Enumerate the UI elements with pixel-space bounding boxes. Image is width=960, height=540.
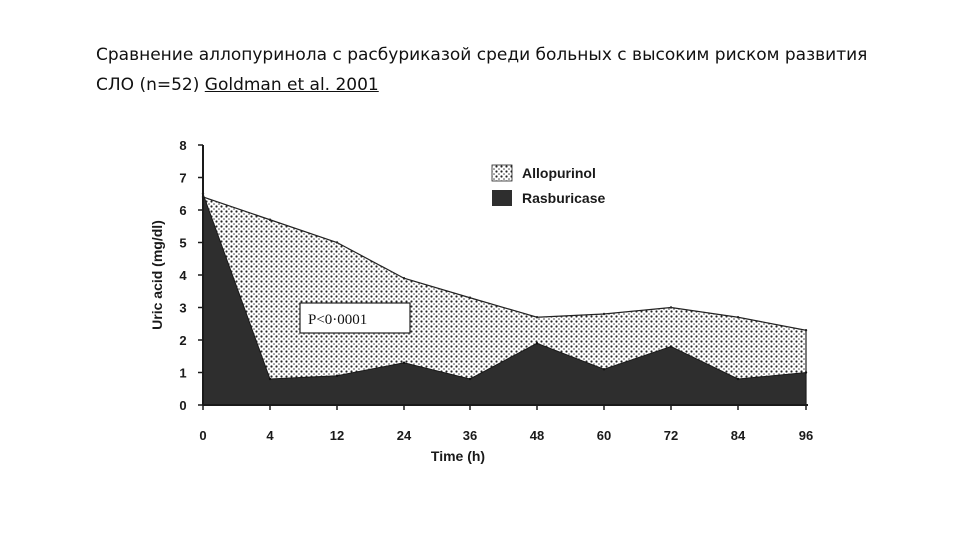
y-axis-label: Uric acid (mg/dl) bbox=[149, 220, 165, 330]
legend: Allopurinol Rasburicase bbox=[491, 164, 605, 206]
p-value-box bbox=[299, 302, 411, 334]
legend-label-rasburicase: Rasburicase bbox=[522, 190, 605, 206]
point-rasburicase bbox=[535, 342, 539, 345]
y-tick-label: 4 bbox=[179, 268, 187, 283]
y-tick-label: 8 bbox=[179, 138, 186, 153]
point-allopurinol bbox=[535, 316, 539, 319]
p-value-annotation: P<0·0001 bbox=[299, 302, 411, 334]
point-allopurinol bbox=[468, 296, 472, 299]
x-tick-label: 24 bbox=[397, 428, 412, 443]
y-tick-label: 6 bbox=[179, 203, 186, 218]
y-tick-label: 0 bbox=[179, 398, 186, 413]
y-tick-label: 2 bbox=[179, 333, 186, 348]
y-tick-label: 5 bbox=[179, 236, 186, 251]
legend-swatch-rasburicase bbox=[492, 190, 512, 206]
point-rasburicase bbox=[804, 371, 808, 374]
area-rasburicase bbox=[202, 174, 807, 406]
slide-title-text: Сравнение аллопуринола с расбуриказой ср… bbox=[96, 45, 868, 95]
x-axis-label: Time (h) bbox=[431, 448, 485, 464]
point-allopurinol bbox=[736, 316, 740, 319]
point-allopurinol bbox=[669, 306, 673, 309]
point-rasburicase bbox=[335, 374, 339, 377]
x-tick-label: 72 bbox=[664, 428, 678, 443]
legend-swatch-allopurinol bbox=[491, 164, 513, 182]
x-tick-label: 84 bbox=[731, 428, 746, 443]
point-rasburicase bbox=[602, 368, 606, 371]
y-tick-label: 3 bbox=[179, 301, 186, 316]
point-allopurinol bbox=[804, 329, 808, 332]
area-allopurinol bbox=[202, 174, 807, 406]
point-allopurinol bbox=[268, 218, 272, 221]
point-rasburicase bbox=[468, 377, 472, 381]
x-tick-label: 48 bbox=[530, 428, 544, 443]
point-allopurinol bbox=[335, 241, 339, 244]
x-tick-label: 96 bbox=[799, 428, 813, 443]
x-tick-label: 0 bbox=[199, 428, 206, 443]
x-tick-label: 36 bbox=[463, 428, 477, 443]
legend-label-allopurinol: Allopurinol bbox=[522, 165, 596, 181]
y-tick-label: 7 bbox=[179, 171, 186, 186]
point-rasburicase bbox=[736, 377, 740, 381]
point-rasburicase bbox=[402, 361, 406, 364]
x-tick-label: 12 bbox=[330, 428, 344, 443]
x-tick-label: 4 bbox=[266, 428, 274, 443]
point-allopurinol bbox=[602, 312, 606, 316]
y-tick-label: 1 bbox=[179, 366, 186, 381]
slide-title: Сравнение аллопуринола с расбуриказой ср… bbox=[96, 40, 876, 100]
citation-link[interactable]: Goldman et al. 2001 bbox=[204, 75, 379, 95]
point-rasburicase bbox=[669, 345, 673, 348]
point-allopurinol bbox=[402, 277, 406, 280]
p-value-text: P<0·0001 bbox=[308, 312, 367, 328]
point-rasburicase bbox=[268, 377, 272, 381]
x-tick-label: 60 bbox=[597, 428, 611, 443]
